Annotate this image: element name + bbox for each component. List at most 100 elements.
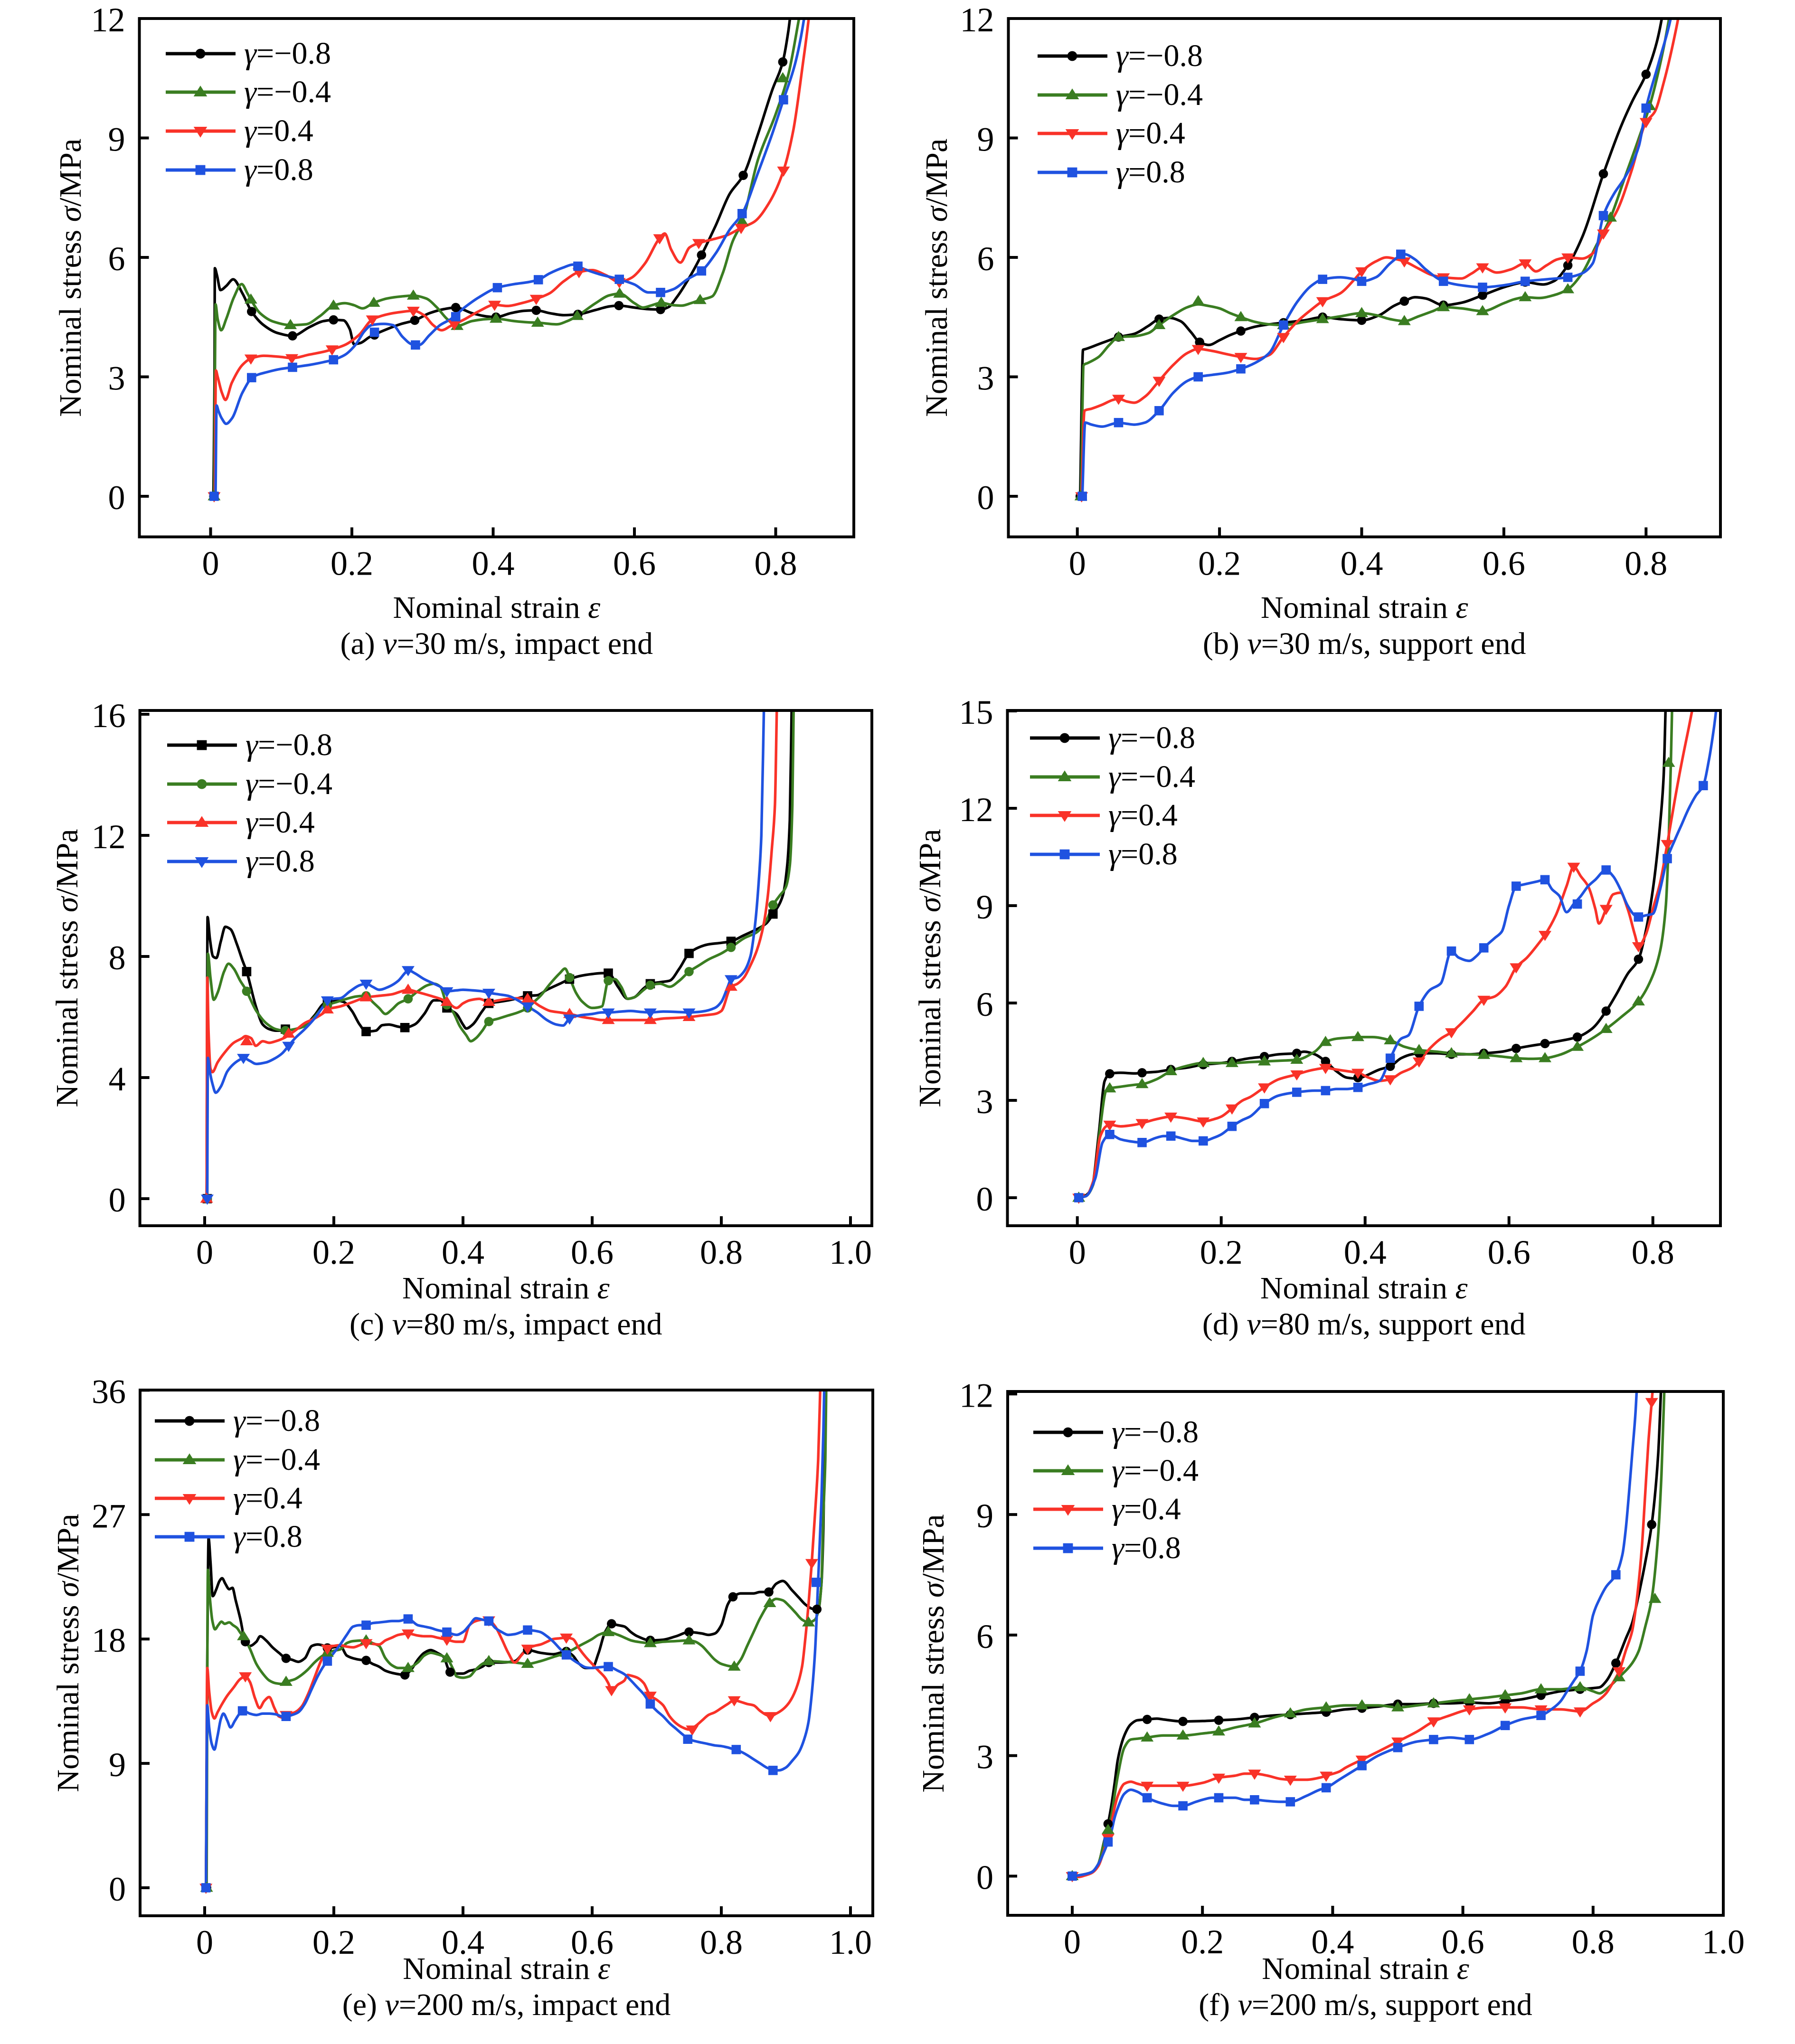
svg-text:0: 0: [109, 1181, 126, 1219]
svg-text:15: 15: [959, 693, 993, 731]
svg-text:(c) v=80 m/s, impact end: (c) v=80 m/s, impact end: [350, 1307, 662, 1342]
svg-text:1.0: 1.0: [829, 1233, 872, 1271]
svg-text:(d) v=80 m/s, support end: (d) v=80 m/s, support end: [1202, 1307, 1526, 1342]
svg-text:γ=−0.4: γ=−0.4: [1116, 77, 1203, 112]
svg-text:0.6: 0.6: [1483, 545, 1525, 583]
svg-text:γ=−0.4: γ=−0.4: [1112, 1453, 1199, 1488]
svg-text:0.6: 0.6: [571, 1233, 614, 1271]
svg-text:(f) v=200 m/s, support end: (f) v=200 m/s, support end: [1199, 1987, 1532, 2022]
svg-text:Nominal stress σ/MPa: Nominal stress σ/MPa: [50, 829, 85, 1107]
svg-text:0.8: 0.8: [1625, 545, 1667, 583]
svg-text:Nominal stress σ/MPa: Nominal stress σ/MPa: [916, 1514, 951, 1792]
svg-text:γ=0.4: γ=0.4: [244, 114, 313, 148]
svg-text:Nominal stress σ/MPa: Nominal stress σ/MPa: [913, 829, 947, 1107]
svg-text:γ=0.4: γ=0.4: [246, 805, 315, 840]
svg-text:0: 0: [1064, 1923, 1081, 1961]
svg-text:0: 0: [1069, 545, 1086, 583]
svg-text:1.0: 1.0: [829, 1923, 872, 1961]
svg-text:0.2: 0.2: [331, 545, 373, 583]
svg-text:9: 9: [976, 1497, 993, 1535]
svg-text:9: 9: [977, 121, 994, 159]
svg-text:0: 0: [977, 479, 994, 517]
svg-text:0.2: 0.2: [1181, 1923, 1224, 1961]
svg-text:γ=0.4: γ=0.4: [1108, 798, 1178, 833]
svg-text:3: 3: [976, 1083, 993, 1121]
svg-text:γ=−0.8: γ=−0.8: [1116, 38, 1203, 73]
svg-text:12: 12: [959, 791, 993, 829]
svg-text:9: 9: [108, 121, 125, 159]
svg-text:3: 3: [976, 1738, 993, 1776]
svg-text:0.6: 0.6: [1488, 1233, 1530, 1271]
svg-text:0.4: 0.4: [442, 1233, 484, 1271]
svg-text:γ=−0.4: γ=−0.4: [1108, 759, 1195, 794]
svg-text:0.6: 0.6: [613, 545, 656, 583]
svg-text:16: 16: [92, 697, 126, 735]
svg-text:γ=−0.8: γ=−0.8: [1108, 720, 1195, 755]
svg-text:(b) v=30 m/s, support end: (b) v=30 m/s, support end: [1203, 626, 1526, 661]
svg-text:1.0: 1.0: [1702, 1923, 1745, 1961]
svg-text:0.4: 0.4: [442, 1923, 484, 1961]
svg-text:0.4: 0.4: [1344, 1233, 1387, 1271]
svg-text:36: 36: [92, 1372, 126, 1410]
svg-text:γ=0.8: γ=0.8: [244, 152, 313, 187]
svg-text:Nominal stress σ/MPa: Nominal stress σ/MPa: [919, 139, 954, 417]
svg-text:0.8: 0.8: [1632, 1233, 1674, 1271]
svg-text:γ=−0.8: γ=−0.8: [246, 728, 332, 762]
svg-text:Nominal strain ε: Nominal strain ε: [1262, 1951, 1469, 1986]
svg-text:γ=0.8: γ=0.8: [1116, 155, 1185, 189]
svg-text:γ=−0.8: γ=−0.8: [233, 1403, 320, 1438]
svg-text:0: 0: [976, 1859, 993, 1897]
svg-text:Nominal strain ε: Nominal strain ε: [402, 1271, 610, 1306]
svg-text:(a) v=30 m/s, impact end: (a) v=30 m/s, impact end: [340, 626, 653, 661]
svg-text:0.8: 0.8: [1572, 1923, 1615, 1961]
svg-text:Nominal stress σ/MPa: Nominal stress σ/MPa: [51, 1514, 85, 1792]
svg-text:9: 9: [976, 888, 993, 926]
svg-text:0: 0: [196, 1233, 213, 1271]
svg-text:0: 0: [109, 1870, 126, 1908]
svg-text:6: 6: [977, 240, 994, 278]
svg-text:γ=−0.4: γ=−0.4: [233, 1442, 320, 1477]
svg-text:3: 3: [977, 360, 994, 397]
svg-text:γ=−0.4: γ=−0.4: [244, 75, 331, 109]
svg-text:12: 12: [959, 1376, 993, 1414]
svg-text:γ=0.4: γ=0.4: [233, 1481, 302, 1515]
svg-text:18: 18: [92, 1621, 126, 1659]
svg-text:γ=0.8: γ=0.8: [233, 1519, 302, 1554]
svg-text:0.8: 0.8: [700, 1233, 743, 1271]
svg-text:0.8: 0.8: [755, 545, 797, 583]
svg-text:0: 0: [196, 1923, 213, 1961]
svg-text:γ=0.4: γ=0.4: [1112, 1492, 1181, 1526]
svg-text:Nominal strain ε: Nominal strain ε: [393, 590, 600, 625]
svg-text:6: 6: [976, 985, 993, 1023]
svg-text:0.6: 0.6: [571, 1923, 614, 1961]
svg-text:0.2: 0.2: [1200, 1233, 1243, 1271]
svg-text:(e) v=200 m/s, impact end: (e) v=200 m/s, impact end: [342, 1987, 671, 2022]
svg-text:0: 0: [1069, 1233, 1086, 1271]
svg-text:γ=−0.4: γ=−0.4: [246, 766, 332, 801]
svg-text:Nominal stress σ/MPa: Nominal stress σ/MPa: [53, 139, 88, 417]
svg-text:8: 8: [109, 939, 126, 977]
svg-text:γ=0.4: γ=0.4: [1116, 116, 1185, 151]
svg-text:4: 4: [109, 1060, 126, 1098]
svg-text:12: 12: [92, 818, 126, 856]
svg-text:γ=−0.8: γ=−0.8: [1112, 1415, 1199, 1449]
svg-text:0.4: 0.4: [472, 545, 515, 583]
svg-text:12: 12: [960, 1, 994, 39]
svg-text:0: 0: [108, 479, 125, 517]
svg-text:γ=0.8: γ=0.8: [246, 844, 315, 879]
svg-text:0.4: 0.4: [1341, 545, 1383, 583]
svg-text:27: 27: [92, 1497, 126, 1535]
svg-text:12: 12: [91, 1, 125, 39]
svg-text:γ=0.8: γ=0.8: [1112, 1531, 1181, 1565]
svg-text:3: 3: [108, 360, 125, 397]
svg-text:0.8: 0.8: [700, 1923, 743, 1961]
svg-text:γ=−0.8: γ=−0.8: [244, 36, 331, 71]
svg-text:0: 0: [202, 545, 219, 583]
svg-text:0.2: 0.2: [1198, 545, 1241, 583]
svg-text:γ=0.8: γ=0.8: [1108, 837, 1178, 871]
svg-text:0.4: 0.4: [1311, 1923, 1354, 1961]
svg-text:0.2: 0.2: [312, 1233, 355, 1271]
svg-text:6: 6: [976, 1618, 993, 1656]
svg-text:6: 6: [108, 240, 125, 278]
svg-text:9: 9: [109, 1746, 126, 1784]
